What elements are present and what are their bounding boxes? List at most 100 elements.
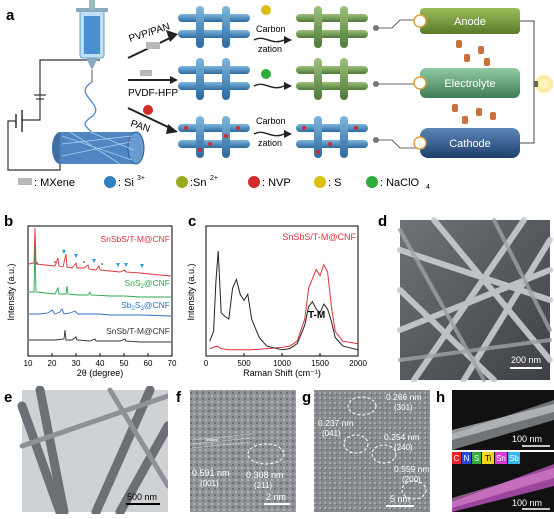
- panel-e: e 500 nm: [0, 385, 173, 517]
- f-scale-label: 2 nm: [266, 492, 286, 502]
- tem-scale-label: 500 nm: [127, 492, 157, 502]
- lightbulb-icon: [534, 75, 553, 93]
- xrd-chart: b 10 20 30 40 50 60 70 2θ (degree) Intensity (…: [4, 213, 177, 378]
- raman-tick-label: 500: [237, 359, 251, 368]
- hrtem-g-image: g 0.266 nm (301) 0.237 nm (041) 0.254 nm…: [302, 389, 430, 512]
- panel-h-label: h: [436, 389, 445, 406]
- process-bot-line1: Carbon: [256, 116, 286, 126]
- mxene-swatch: [18, 178, 32, 185]
- tem-image: e 500 nm: [4, 385, 173, 517]
- xrd-trace-snsbs: [28, 227, 172, 277]
- panel-g-label: g: [302, 389, 311, 406]
- raman-xlabel: Raman Shift (cm⁻¹): [243, 368, 321, 378]
- process-top-line2: zation: [258, 44, 282, 54]
- electrolyte-component: Electrolyte: [413, 68, 520, 98]
- xrd-trace-snsb: [29, 329, 171, 343]
- element-chip-s: [472, 452, 481, 464]
- raman-x-ticks: 0 500 1000 1500 2000: [204, 353, 367, 368]
- mesh-mid-2: [296, 58, 368, 100]
- xrd-tick-label: 50: [120, 359, 129, 368]
- sn-swatch: [176, 176, 188, 188]
- panel-a-label: a: [6, 7, 15, 24]
- xrd-label-sns2: SnS2@CNF: [124, 278, 170, 290]
- xrd-label-snsbs: SnSbS/T-M@CNF: [100, 234, 170, 244]
- panel-d-label: d: [378, 213, 387, 230]
- g-dspacing-4: 0.559 nm: [394, 464, 429, 474]
- h-scale-bottom-label: 100 nm: [512, 498, 542, 508]
- g-dspacing-2: 0.237 nm: [318, 418, 353, 428]
- element-chip-sb: [508, 452, 520, 464]
- g-dspacing-1: 0.266 nm: [386, 392, 421, 402]
- raman-ylabel: Intensity (a.u.): [186, 263, 196, 320]
- legend-si: : Si: [118, 177, 134, 189]
- anode-component: Anode: [413, 8, 520, 34]
- xrd-label-sb2s3: Sb2S3@CNF: [121, 300, 170, 312]
- mesh-bot-2: [296, 116, 368, 158]
- legend-naclo4-sub: 4: [426, 184, 430, 191]
- si-swatch: [104, 176, 116, 188]
- panel-b-label: b: [4, 213, 13, 230]
- legend-naclo4: : NaClO: [380, 177, 420, 189]
- panel-b: b 10 20 30 40 50 60 70 2θ (degree) Intensity (…: [0, 210, 178, 382]
- g-dspacing-3: 0.254 nm: [384, 432, 419, 442]
- xrd-tick-label: 40: [96, 359, 105, 368]
- element-chip-label: Sb: [509, 454, 519, 463]
- syringe-icon: [76, 0, 108, 82]
- element-chip-label: N: [464, 454, 470, 463]
- g-plane-2: (041): [322, 429, 341, 438]
- raman-tick-label: 1500: [311, 359, 329, 368]
- element-chip-label: C: [454, 454, 460, 463]
- panel-f: f 0.591 nm (001) 0.308 nm (211) 2 nm: [172, 386, 296, 514]
- mesh-top-2: [296, 6, 368, 48]
- xrd-x-ticks: 10 20 30 40 50 60 70: [24, 353, 177, 368]
- cathode-component: Cathode: [413, 128, 520, 158]
- panel-h: h 100 nm C N S Ti Sn Sb 100 nm: [432, 386, 554, 514]
- h-scale-top-label: 100 nm: [512, 434, 542, 444]
- g-plane-3: (240): [394, 443, 413, 452]
- xrd-trace-sb2s3: [29, 308, 172, 317]
- xrd-trace-sns2: [29, 245, 171, 298]
- element-chip-sn: [495, 452, 507, 464]
- panel-a: a PVP/PAN PVDF-HFP PAN: [0, 0, 554, 200]
- element-chip-ti: [482, 452, 494, 464]
- raman-annot-tm: T-M: [308, 310, 325, 321]
- g-plane-4: (200): [402, 475, 421, 484]
- element-legend: C N S Ti Sn Sb: [452, 452, 520, 464]
- sem-image: d 200 nm: [378, 213, 553, 383]
- process-top-line1: Carbon: [256, 24, 286, 34]
- xrd-tick-label: 60: [144, 359, 153, 368]
- raman-tick-label: 0: [204, 359, 209, 368]
- route-label-2: PVDF-HFP: [128, 88, 178, 99]
- schematic-svg: a PVP/PAN PVDF-HFP PAN: [6, 0, 553, 191]
- panel-d: d 200 nm: [374, 210, 554, 383]
- jet-fiber: [84, 81, 97, 141]
- raman-lines: [209, 250, 359, 351]
- xrd-frame: [27, 225, 173, 357]
- nvp-swatch: [248, 176, 260, 188]
- xrd-xlabel: 2θ (degree): [77, 368, 124, 378]
- xrd-markers: [62, 250, 144, 268]
- g-plane-1: (301): [394, 403, 413, 412]
- f-dspacing-2: 0.308 nm: [246, 470, 284, 480]
- sem-scale-label: 200 nm: [511, 355, 541, 365]
- naclo4-swatch: [366, 176, 378, 188]
- hrtem-f-image: f 0.591 nm (001) 0.308 nm (211) 2 nm: [176, 389, 296, 512]
- legend-mxene: : MXene: [34, 177, 75, 189]
- legend-nvp: : NVP: [262, 177, 291, 189]
- element-chip-label: S: [474, 454, 479, 463]
- raman-tick-label: 1000: [273, 359, 291, 368]
- xrd-tick-label: 10: [24, 359, 33, 368]
- element-chip-label: Sn: [496, 454, 506, 463]
- xrd-label-snsb: SnSb/T-M@CNF: [106, 326, 170, 336]
- mapping-image: h 100 nm C N S Ti Sn Sb 100 nm: [436, 389, 554, 512]
- cathode-label: Cathode: [449, 138, 491, 150]
- xrd-tick-label: 70: [168, 359, 177, 368]
- legend-s: : S: [328, 177, 341, 189]
- mesh-top-1: [178, 6, 250, 48]
- mesh-mid-1: [178, 58, 250, 100]
- panel-e-label: e: [4, 389, 12, 406]
- ion-cylinders: [452, 40, 496, 124]
- panel-c: c 0 500 1000 1500 2000 Raman Shift (cm⁻¹) In…: [182, 210, 368, 382]
- xrd-tick-label: 20: [48, 359, 57, 368]
- fringe-ellipse: [247, 443, 285, 465]
